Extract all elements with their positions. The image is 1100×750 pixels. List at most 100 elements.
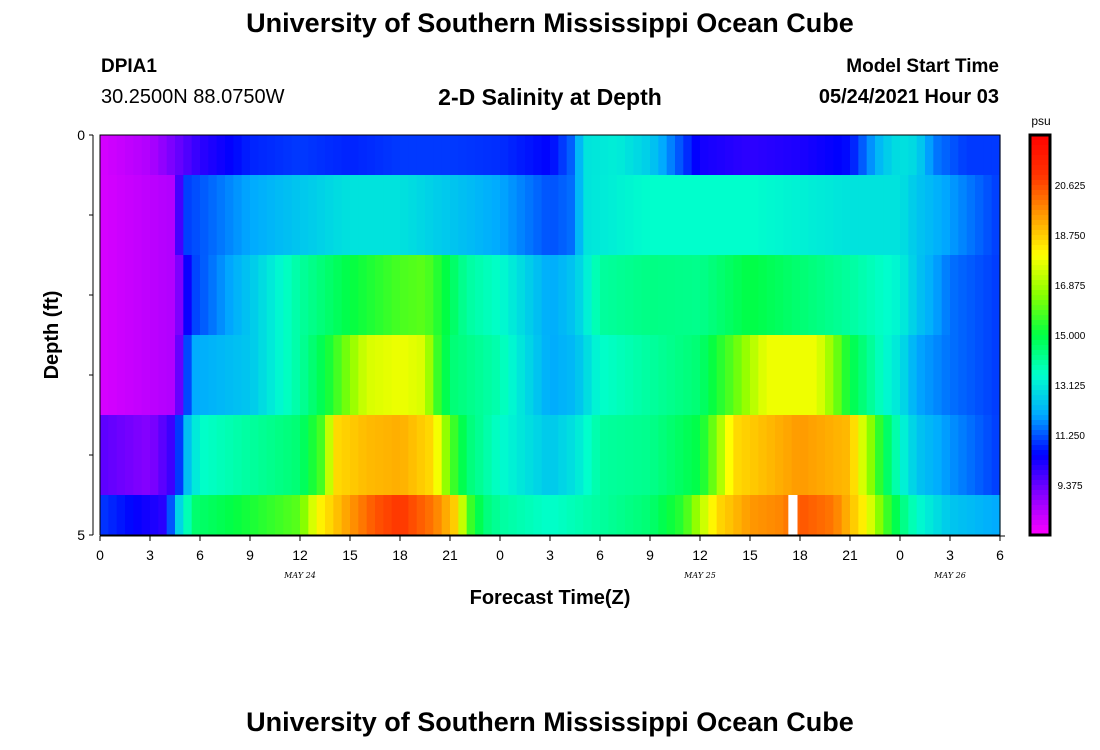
heatmap-cell [391,255,401,335]
heatmap-cell [100,255,109,335]
heatmap-cell [175,175,184,255]
heatmap-cell [216,175,226,255]
heatmap-cell [616,415,626,495]
heatmap-cell [608,495,618,535]
heatmap-cell [558,335,568,415]
colorbar-segment [1030,490,1050,496]
heatmap-cell [758,175,768,255]
heatmap-cell [600,335,609,415]
heatmap-cell [625,135,634,175]
heatmap-cell [583,255,593,335]
heatmap-cell [650,415,659,495]
heatmap-cell [208,175,218,255]
colorbar-segment [1030,270,1050,276]
heatmap-cell [450,175,459,255]
colorbar-segment [1030,210,1050,216]
heatmap-cell [450,415,459,495]
heatmap-cell [958,415,968,495]
heatmap-cell [475,495,484,535]
heatmap-cell [800,255,809,335]
heatmap-cell [475,175,484,255]
colorbar-segment [1030,445,1050,451]
heatmap-cell [616,335,626,415]
y-tick-label: 0 [77,127,85,143]
heatmap-cell [200,255,209,335]
heatmap-cell [758,335,768,415]
heatmap-cell [866,255,876,335]
heatmap-cell [416,255,426,335]
heatmap-cell [758,255,768,335]
heatmap-cell [866,335,876,415]
heatmap-cell [400,415,409,495]
colorbar-segment [1030,460,1050,466]
heatmap-cell [841,495,851,535]
heatmap-cell [316,495,326,535]
heatmap-cell [741,495,751,535]
heatmap-cell [375,175,384,255]
heatmap-cell [283,135,293,175]
colorbar-segment [1030,135,1050,141]
heatmap-cell [708,335,718,415]
heatmap-cell [516,335,526,415]
heatmap-cell [425,415,434,495]
heatmap-cell [491,415,501,495]
heatmap-cell [633,415,643,495]
x-tick-label: 3 [146,547,154,563]
heatmap-cell [883,415,893,495]
colorbar-segment [1030,250,1050,256]
heatmap-cell [608,135,618,175]
heatmap-cell [166,335,176,415]
heatmap-cell [675,255,684,335]
heatmap-cell [116,175,126,255]
heatmap-cell [791,255,801,335]
heatmap-cell [658,495,668,535]
heatmap-cell [633,495,643,535]
heatmap-cell [550,335,559,415]
heatmap-cell [641,495,651,535]
heatmap-cell [291,495,301,535]
heatmap-cell [483,415,493,495]
heatmap-cell [300,255,309,335]
colorbar-segment [1030,240,1050,246]
heatmap-cell [225,135,234,175]
heatmap-cell [991,495,1001,535]
colorbar-label: 11.250 [1055,431,1085,442]
heatmap-cell [875,175,884,255]
heatmap-cell [125,415,134,495]
heatmap-cell [175,255,184,335]
heatmap-cell [458,415,468,495]
heatmap-cell [766,415,776,495]
heatmap-cell [666,135,676,175]
heatmap-cell [491,175,501,255]
plot-frame [99,134,1001,536]
heatmap-cell [833,415,843,495]
colorbar-segment [1030,365,1050,371]
heatmap-cell [925,415,934,495]
heatmap-cell [150,175,159,255]
heatmap-cell [425,135,434,175]
heatmap-cell [650,255,659,335]
heatmap-cell [516,135,526,175]
heatmap-cell [916,335,926,415]
heatmap-cell [325,135,334,175]
heatmap-cell [708,135,718,175]
heatmap-cell [900,175,909,255]
heatmap-cell [833,135,843,175]
heatmap-cell [200,415,209,495]
heatmap-cell [733,175,743,255]
heatmap-cell [258,135,268,175]
heatmap-cell [691,175,701,255]
heatmap-cell [175,495,184,535]
heatmap-cell [775,135,784,175]
x-tick-label: 18 [792,547,808,563]
heatmap-cell [800,135,809,175]
heatmap-cell [133,175,143,255]
heatmap-cell [558,415,568,495]
heatmap-cell [891,255,901,335]
heatmap-cell [908,335,918,415]
heatmap-cell [266,135,276,175]
heatmap-cell [625,495,634,535]
heatmap-cell [866,135,876,175]
heatmap-cell [191,495,201,535]
heatmap-cell [683,255,693,335]
